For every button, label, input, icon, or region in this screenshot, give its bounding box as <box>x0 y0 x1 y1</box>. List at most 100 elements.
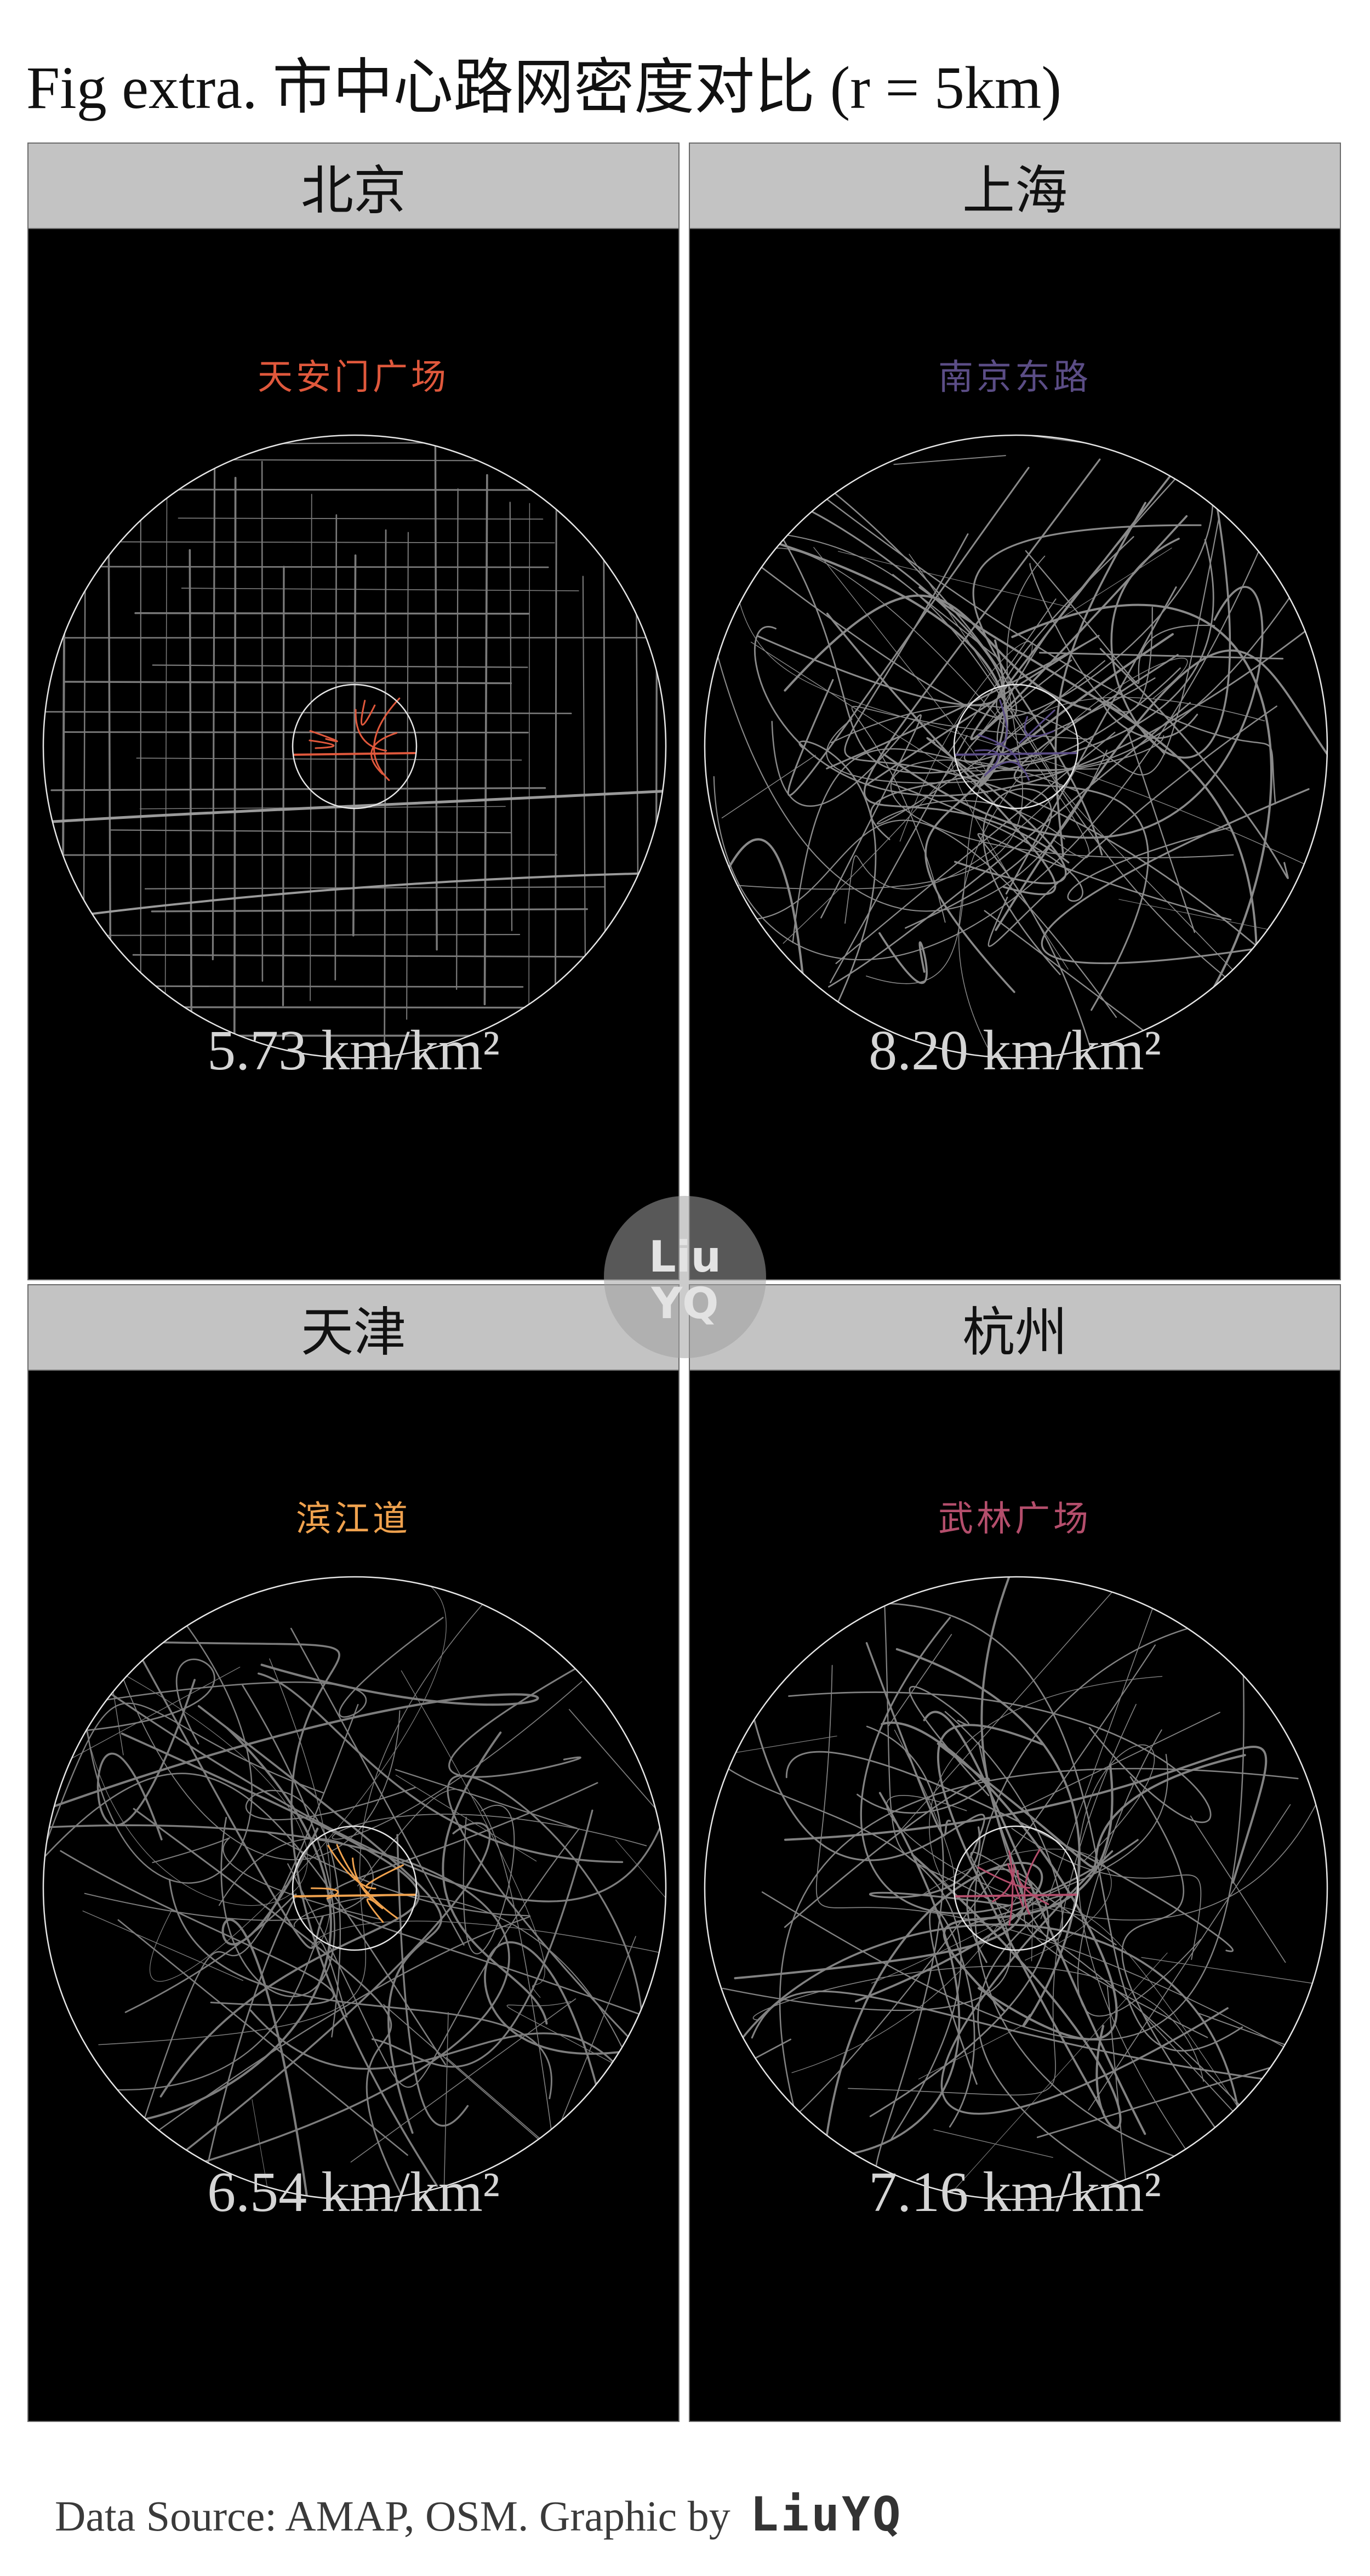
road-segment <box>1126 728 1196 933</box>
road-segment <box>121 1732 420 2098</box>
road-segment <box>1110 496 1231 759</box>
road-segment <box>189 549 193 1053</box>
road-segment <box>59 1659 215 1745</box>
road-segment <box>940 1850 1229 2115</box>
road-segment <box>133 1808 403 2197</box>
road-segment <box>970 1895 1149 2199</box>
road-segment <box>815 1665 1327 2077</box>
watermark-text: YQ <box>651 1279 719 1329</box>
road-segment <box>64 731 529 734</box>
watermark-logo: Liu YQ <box>604 1196 766 1358</box>
panel-header: 杭州 <box>690 1285 1340 1371</box>
road-segment <box>84 1838 374 1921</box>
road-segment <box>826 718 1164 784</box>
road-segment <box>117 1919 408 2156</box>
center-roads <box>293 1844 416 1923</box>
road-segment <box>851 706 1093 923</box>
road-segment <box>456 488 459 990</box>
road-segment <box>1008 1850 1014 1926</box>
road-segment <box>124 1893 297 2163</box>
panel-shanghai: 上海 南京东路 8.20 km/km² <box>689 143 1341 1280</box>
road-segment <box>835 732 1116 964</box>
road-segment <box>984 910 1268 1058</box>
road-segment <box>257 1672 624 1863</box>
road-segment <box>705 1739 962 2140</box>
road-segment <box>136 757 522 761</box>
road-segment <box>785 466 1276 805</box>
road-segment <box>1054 501 1146 857</box>
road-segment <box>395 1775 537 1862</box>
road-segment <box>220 1684 335 1997</box>
road-segment <box>352 554 357 937</box>
road-segment <box>963 659 1156 762</box>
road-segment <box>61 570 66 1058</box>
center-roads <box>293 697 416 782</box>
road-segment <box>401 1670 545 1998</box>
road-segment <box>713 472 1292 960</box>
road-segment <box>830 518 1219 776</box>
road-segment <box>844 533 1300 984</box>
road-segment <box>252 2099 302 2199</box>
road-segment <box>721 755 816 819</box>
road-segment <box>849 1602 1243 2051</box>
road-segment <box>895 1648 1081 2027</box>
road-segment <box>155 1006 666 1009</box>
road-segment <box>883 586 1264 839</box>
road-segment <box>926 737 1067 885</box>
road-segment <box>360 699 376 726</box>
road-segment <box>655 573 658 982</box>
road-segment <box>705 1735 837 1769</box>
road-segment <box>370 732 398 775</box>
road-segment <box>720 555 1046 890</box>
road-segment <box>705 466 775 597</box>
road-segment <box>134 612 529 615</box>
landmark-label: 天安门广场 <box>258 357 449 398</box>
road-segment <box>830 735 968 983</box>
road-segment <box>152 1837 381 1920</box>
road-segment <box>893 455 1006 465</box>
road-segment <box>350 1998 576 2163</box>
road-segment <box>972 524 1202 856</box>
road-segment <box>144 886 606 890</box>
road-segment <box>813 547 1069 970</box>
figure-title: Fig extra. 市中心路网密度对比 (r = 5km) <box>26 54 1062 121</box>
road-segment <box>372 1809 593 2068</box>
city-label: 天津 <box>301 1301 406 1363</box>
road-segment <box>63 681 512 685</box>
road-segment <box>784 1777 990 1928</box>
road-segment <box>133 1703 359 2151</box>
road-segment <box>992 1863 1015 1902</box>
road-segment <box>894 1675 1163 1887</box>
road-segment <box>705 1695 747 1839</box>
panel-header: 上海 <box>690 144 1340 229</box>
road-segment <box>484 1941 666 2189</box>
road-segment <box>987 705 1277 947</box>
road-segment <box>245 1787 416 2038</box>
density-value: 5.73 km/km² <box>207 1019 500 1082</box>
watermark-disc <box>604 1196 766 1358</box>
road-segment <box>434 435 438 951</box>
road-segment <box>554 446 557 1058</box>
panel-beijing: 北京 天安门广场 5.73 km/km² <box>27 143 680 1280</box>
road-segment <box>892 783 1231 902</box>
panel-header: 北京 <box>28 144 678 229</box>
road-segment <box>918 586 1258 1000</box>
road-segment <box>150 1578 447 1982</box>
road-segment <box>509 501 513 931</box>
road-segment <box>309 739 335 749</box>
road-segment <box>44 1702 324 1846</box>
road-segment <box>752 1965 1204 2082</box>
road-segment <box>1038 652 1284 660</box>
road-segment <box>406 532 409 1020</box>
road-segment <box>784 1746 1268 1884</box>
road-segment <box>568 1709 666 1927</box>
road-segment <box>365 1864 404 1889</box>
road-segment <box>754 623 1316 797</box>
data-source-caption: Data Source: AMAP, OSM. Graphic by <box>55 2492 730 2540</box>
road-network <box>705 435 1327 1058</box>
road-segment <box>104 1635 124 1756</box>
road-segment <box>888 1634 952 1726</box>
footer: Data Source: AMAP, OSM. Graphic by LiuYQ <box>55 2487 903 2542</box>
road-segment <box>1190 1815 1286 1963</box>
road-segment <box>918 2024 1026 2079</box>
